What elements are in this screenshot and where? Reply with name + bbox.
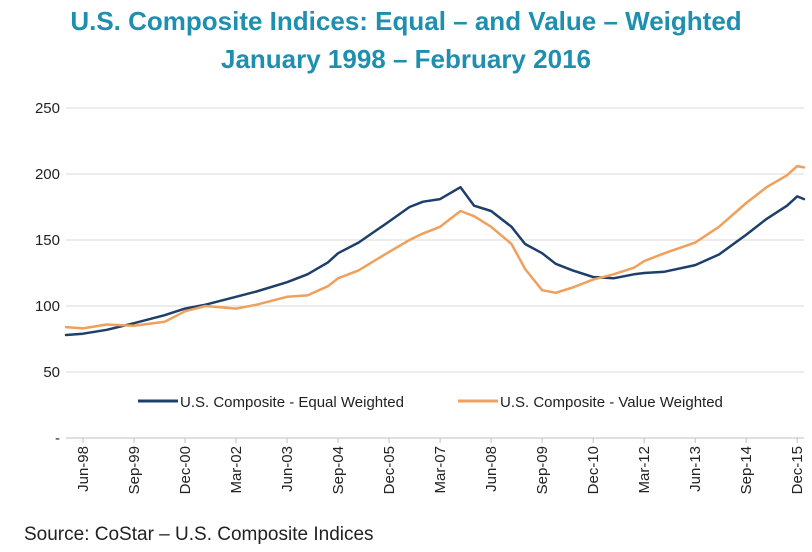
x-tick-label: Jun-98 (75, 446, 92, 492)
y-tick-label: - (55, 430, 60, 447)
x-tick-label: Dec-00 (177, 446, 194, 494)
y-axis: 250 200 150 100 50 - (35, 100, 60, 447)
series-lines (66, 166, 804, 335)
x-tick-label: Dec-15 (789, 446, 806, 494)
y-tick-label: 200 (35, 166, 60, 183)
line-chart: 250 200 150 100 50 - Jun-98 Sep-99 Dec-00 Mar-02… (0, 0, 812, 552)
gridlines (66, 108, 804, 372)
x-tick-label: Sep-99 (126, 446, 143, 494)
legend-label: U.S. Composite - Value Weighted (500, 394, 723, 411)
y-tick-label: 250 (35, 100, 60, 117)
x-tick-label: Jun-13 (687, 446, 704, 492)
y-tick-label: 150 (35, 232, 60, 249)
x-tick-label: Sep-04 (330, 446, 347, 494)
x-tick-label: Mar-12 (636, 446, 653, 494)
x-tick-label: Mar-02 (228, 446, 245, 494)
equal-weighted-line (66, 187, 804, 335)
x-tick-label: Jun-03 (279, 446, 296, 492)
value-weighted-line (66, 166, 804, 328)
x-tick-label: Sep-09 (534, 446, 551, 494)
x-axis: Jun-98 Sep-99 Dec-00 Mar-02 Jun-03 Sep-04 Dec-… (66, 438, 806, 494)
x-tick-label: Mar-07 (432, 446, 449, 494)
source-note: Source: CoStar – U.S. Composite Indices (24, 524, 374, 546)
x-tick-label: Dec-10 (585, 446, 602, 494)
x-tick-label: Jun-08 (483, 446, 500, 492)
y-tick-label: 100 (35, 298, 60, 315)
x-tick-label: Sep-14 (738, 446, 755, 494)
legend: U.S. Composite - Equal Weighted U.S. Comp… (138, 394, 723, 411)
legend-label: U.S. Composite - Equal Weighted (180, 394, 404, 411)
y-tick-label: 50 (43, 364, 60, 381)
x-tick-label: Dec-05 (381, 446, 398, 494)
